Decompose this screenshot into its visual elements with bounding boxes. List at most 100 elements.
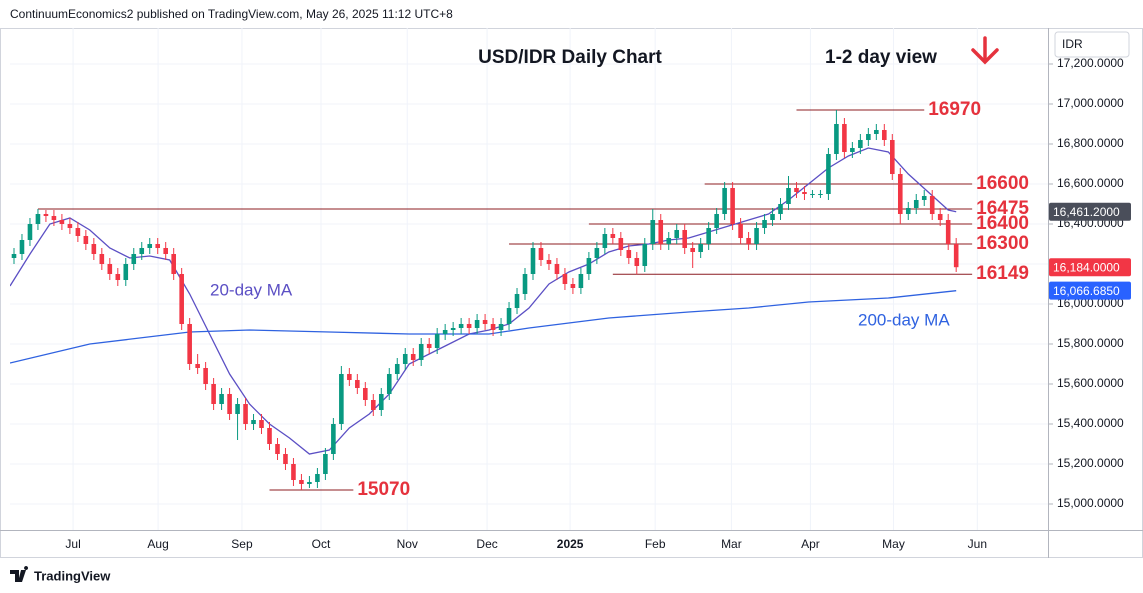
candle-body (307, 482, 312, 484)
level-label: 16149 (976, 263, 1029, 284)
candle-body (698, 244, 703, 252)
candle-body (897, 174, 903, 214)
x-tick-label: Sep (231, 537, 253, 551)
candle-body (618, 238, 624, 250)
candle-body (339, 374, 344, 424)
candle-body (251, 420, 256, 424)
candle-body (323, 454, 328, 474)
y-tick-label: 16,800.0000 (1057, 136, 1124, 150)
candle-body (299, 480, 304, 484)
candle-body (738, 224, 743, 238)
candle-body (762, 220, 767, 228)
candle-body (410, 354, 416, 360)
candle-body (522, 274, 528, 294)
level-label: 16600 (976, 173, 1029, 194)
candle-body (754, 228, 759, 244)
candle-body (275, 444, 280, 454)
candle-body (913, 200, 919, 208)
candle-body (19, 240, 25, 254)
candle-body (450, 328, 456, 330)
candle-body (490, 324, 496, 330)
candle-body (115, 274, 121, 280)
candle-body (11, 254, 17, 258)
candle-body (474, 320, 480, 328)
candle-body (347, 374, 352, 380)
x-tick-label: Jun (968, 537, 987, 551)
candle-body (730, 188, 735, 224)
candle-body (371, 400, 376, 410)
series-label: 20-day MA (210, 280, 293, 299)
axes: 17,200.0000 17,000.0000 16,800.0000 16,600.… (65, 56, 1131, 551)
candle-body (394, 364, 400, 374)
currency: IDR (1062, 37, 1083, 51)
candle-body (259, 420, 264, 428)
candle-body (59, 220, 65, 224)
candle-body (905, 208, 911, 214)
candle-body (874, 130, 879, 134)
candle-body (794, 188, 799, 192)
candle-body (706, 228, 711, 244)
level-label: 16970 (928, 99, 981, 120)
y-tick-label: 15,200.0000 (1057, 456, 1124, 470)
candle-body (714, 214, 719, 228)
candle-body (498, 324, 504, 330)
candle-body (27, 224, 33, 240)
candle-body (746, 238, 751, 244)
candle-body (267, 428, 272, 444)
candle-body (195, 364, 200, 368)
candle-body (690, 248, 695, 252)
chart-subtitle: 1-2 day view (825, 47, 937, 68)
candle-body (482, 320, 488, 324)
candle-body (51, 216, 57, 220)
candle-body (945, 220, 951, 244)
price-tag (1049, 258, 1131, 277)
candle-body (83, 236, 89, 244)
x-tick-label: Mar (721, 537, 742, 551)
x-tick-label: Nov (397, 537, 418, 551)
candle-body (594, 248, 600, 258)
x-tick-label: Dec (476, 537, 497, 551)
candle-body (882, 130, 887, 140)
candle-body (163, 248, 168, 254)
down-arrow (971, 36, 999, 65)
candle-body (378, 394, 384, 410)
candle-body (434, 334, 440, 348)
tradingview-logo (10, 566, 29, 582)
candle-body (514, 294, 520, 308)
x-tick-label: Apr (801, 537, 820, 551)
level-label: 15070 (357, 479, 410, 500)
candle-body (426, 344, 432, 348)
candle-body (283, 454, 288, 464)
candle-body (770, 214, 775, 220)
candle-body (890, 140, 895, 174)
candle-body (466, 324, 472, 328)
candle-body (91, 244, 97, 254)
y-tick-label: 15,800.0000 (1057, 336, 1124, 350)
candle-body (363, 388, 368, 400)
candle-body (802, 192, 807, 194)
level-label: 16400 (976, 213, 1029, 234)
grid (10, 28, 1048, 530)
price-tag-label: 16,066.6850 (1053, 284, 1120, 298)
candle-body (610, 234, 616, 238)
candle-body (842, 124, 847, 152)
price-tag (1049, 202, 1131, 221)
candle-body (107, 264, 113, 274)
chart-title: USD/IDR Daily Chart (478, 47, 662, 68)
candle-body (834, 124, 839, 154)
y-tick-label: 17,200.0000 (1057, 56, 1124, 70)
candle-body (139, 248, 145, 254)
candle-body (937, 214, 943, 220)
price-tag (1049, 281, 1131, 300)
candle-body (123, 264, 129, 280)
y-tick-label: 16,000.0000 (1057, 296, 1124, 310)
candle-body (642, 244, 648, 266)
y-tick-label: 15,400.0000 (1057, 416, 1124, 430)
candle-body (929, 196, 935, 214)
candle-body (355, 380, 360, 388)
candle-body (147, 244, 153, 248)
candle-body (331, 424, 336, 454)
candle-body (554, 264, 560, 274)
x-tick-label: Jul (65, 537, 80, 551)
